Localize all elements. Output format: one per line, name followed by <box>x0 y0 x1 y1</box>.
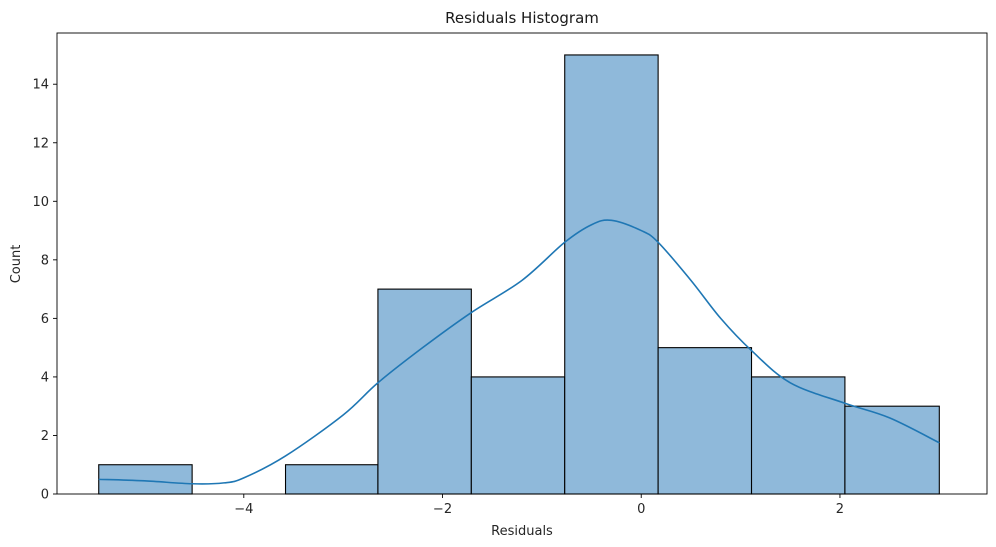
y-axis-label: Count <box>9 245 24 284</box>
plot-area-frame <box>56 32 988 495</box>
y-tick-label: 14 <box>32 78 49 93</box>
histogram-bar <box>377 288 472 495</box>
y-tick-label: 4 <box>41 370 49 385</box>
histogram-bar <box>844 405 940 495</box>
x-axis-label: Residuals <box>491 524 553 539</box>
histogram-bar <box>750 376 846 495</box>
y-axis-ticks: 0 2 4 6 8 10 12 14 <box>32 78 57 503</box>
y-tick-label: 6 <box>41 312 49 327</box>
y-tick-label: 0 <box>41 488 49 503</box>
histogram-bar <box>284 464 379 495</box>
histogram-bar <box>564 54 659 495</box>
kde-line <box>98 219 940 485</box>
bars-group <box>98 54 940 495</box>
x-tick-label: 2 <box>836 502 844 517</box>
x-tick-label: −2 <box>433 502 452 517</box>
chart-title: Residuals Histogram <box>445 9 599 27</box>
y-tick-label: 10 <box>32 195 49 210</box>
histogram-bar <box>657 347 753 495</box>
x-axis-ticks: −4 −2 0 2 <box>234 494 844 517</box>
histogram-bar <box>470 376 566 495</box>
y-tick-label: 2 <box>41 429 49 444</box>
x-tick-label: 0 <box>637 502 645 517</box>
y-tick-label: 8 <box>41 253 49 268</box>
y-tick-label: 12 <box>32 136 49 151</box>
x-tick-label: −4 <box>234 502 253 517</box>
